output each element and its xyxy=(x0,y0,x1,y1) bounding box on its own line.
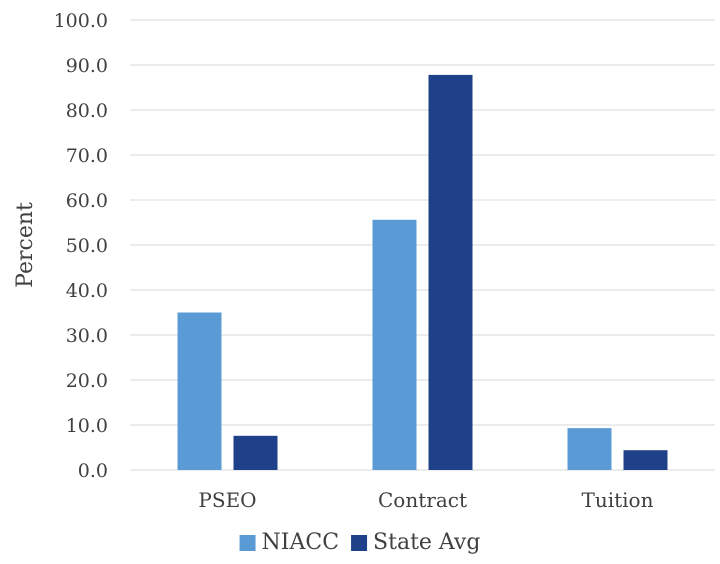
y-tick-label: 30.0 xyxy=(66,325,108,347)
bar-state-avg-pseo xyxy=(233,435,278,470)
bar-niacc-tuition xyxy=(567,428,612,470)
y-tick-label: 80.0 xyxy=(66,100,108,122)
y-tick-label: 50.0 xyxy=(66,235,108,257)
y-tick-label: 70.0 xyxy=(66,145,108,167)
legend-swatch xyxy=(239,535,256,551)
y-tick-label: 10.0 xyxy=(66,415,108,437)
x-axis-category-labels: PSEO Contract Tuition xyxy=(198,488,653,512)
legend: NIACC State Avg xyxy=(239,530,480,555)
legend-item: NIACC xyxy=(239,530,340,555)
y-axis-tick-labels: 0.0 10.0 20.0 30.0 40.0 50.0 60.0 70.0 80.0 90.0 1… xyxy=(54,10,108,482)
y-tick-label: 90.0 xyxy=(66,55,108,77)
bar-state-avg-tuition xyxy=(623,450,668,470)
y-axis-title: Percent xyxy=(13,202,38,288)
x-category-label: PSEO xyxy=(198,488,256,512)
legend-label: NIACC xyxy=(262,530,340,555)
x-category-label: Contract xyxy=(378,488,467,512)
y-tick-label: 0.0 xyxy=(78,460,108,482)
bars xyxy=(177,74,668,471)
legend-item: State Avg xyxy=(351,530,480,555)
bar-state-avg-contract xyxy=(428,74,473,471)
y-tick-label: 100.0 xyxy=(54,10,108,32)
y-tick-label: 20.0 xyxy=(66,370,108,392)
y-tick-label: 60.0 xyxy=(66,190,108,212)
gridlines xyxy=(130,19,715,471)
legend-swatch xyxy=(351,535,368,551)
bar-niacc-pseo xyxy=(177,312,222,470)
bar-niacc-contract xyxy=(372,219,417,470)
legend-label: State Avg xyxy=(373,530,480,555)
y-tick-label: 40.0 xyxy=(66,280,108,302)
x-category-label: Tuition xyxy=(582,488,654,512)
